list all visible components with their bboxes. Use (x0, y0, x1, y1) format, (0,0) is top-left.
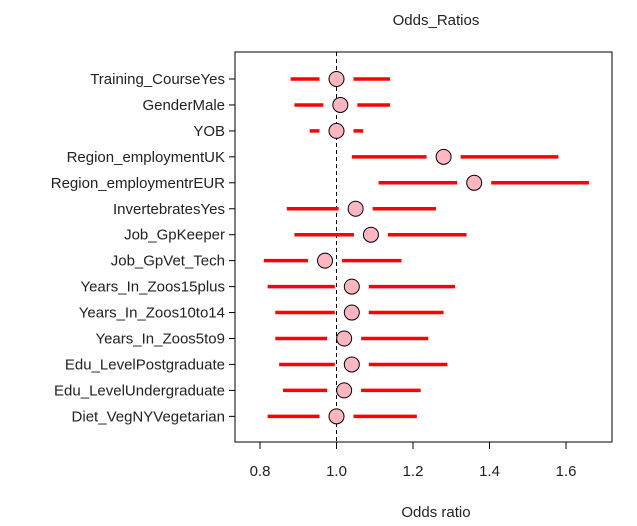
odds-ratio-point (336, 382, 353, 399)
y-tick-label: Years_In_Zoos5to9 (95, 331, 225, 348)
x-tick-label: 1.6 (556, 463, 577, 480)
odds-ratio-point (317, 252, 334, 269)
y-axis-labels: Training_CourseYes GenderMale YOB Region_em… (51, 71, 235, 425)
y-tick-label: Training_CourseYes (90, 71, 225, 88)
odds-ratio-point (332, 96, 349, 113)
odds-ratio-point (347, 200, 364, 217)
x-tick-label: 1.4 (479, 463, 500, 480)
y-tick-label: Years_In_Zoos10to14 (79, 305, 225, 322)
x-axis: 0.8 1.0 1.2 1.4 1.6 (250, 442, 577, 480)
y-tick-label: Job_GpKeeper (124, 227, 225, 244)
odds-ratio-point (328, 122, 345, 139)
y-tick-label: Region_employmentUK (67, 149, 225, 166)
x-tick-label: 1.2 (403, 463, 424, 480)
y-tick-label: Diet_VegNYVegetarian (72, 408, 225, 425)
y-tick-label: Edu_LevelUndergraduate (54, 382, 225, 399)
odds-ratio-point (336, 330, 353, 347)
odds-ratio-point (466, 174, 483, 191)
plot-frame (234, 51, 613, 443)
chart-marks (263, 71, 589, 425)
chart-title: Odds_Ratios (393, 12, 480, 29)
x-tick-label: 0.8 (250, 463, 271, 480)
odds-ratio-point (343, 278, 360, 295)
odds-ratio-point (343, 304, 360, 321)
odds-ratio-point (435, 148, 452, 165)
odds-ratio-point (343, 356, 360, 373)
y-tick-label: GenderMale (142, 97, 225, 114)
odds-ratio-point (328, 408, 345, 425)
odds-ratio-point (328, 71, 345, 87)
y-tick-label: Years_In_Zoos15plus (80, 279, 225, 296)
y-tick-label: Region_employmentrEUR (51, 175, 225, 192)
x-tick-label: 1.0 (326, 463, 347, 480)
y-tick-label: InvertebratesYes (113, 201, 225, 218)
y-tick-label: Edu_LevelPostgraduate (65, 356, 225, 373)
y-tick-label: YOB (193, 123, 225, 140)
odds-ratio-point (362, 226, 379, 243)
y-tick-label: Job_GpVet_Tech (111, 253, 225, 270)
x-axis-label: Odds ratio (401, 504, 470, 521)
